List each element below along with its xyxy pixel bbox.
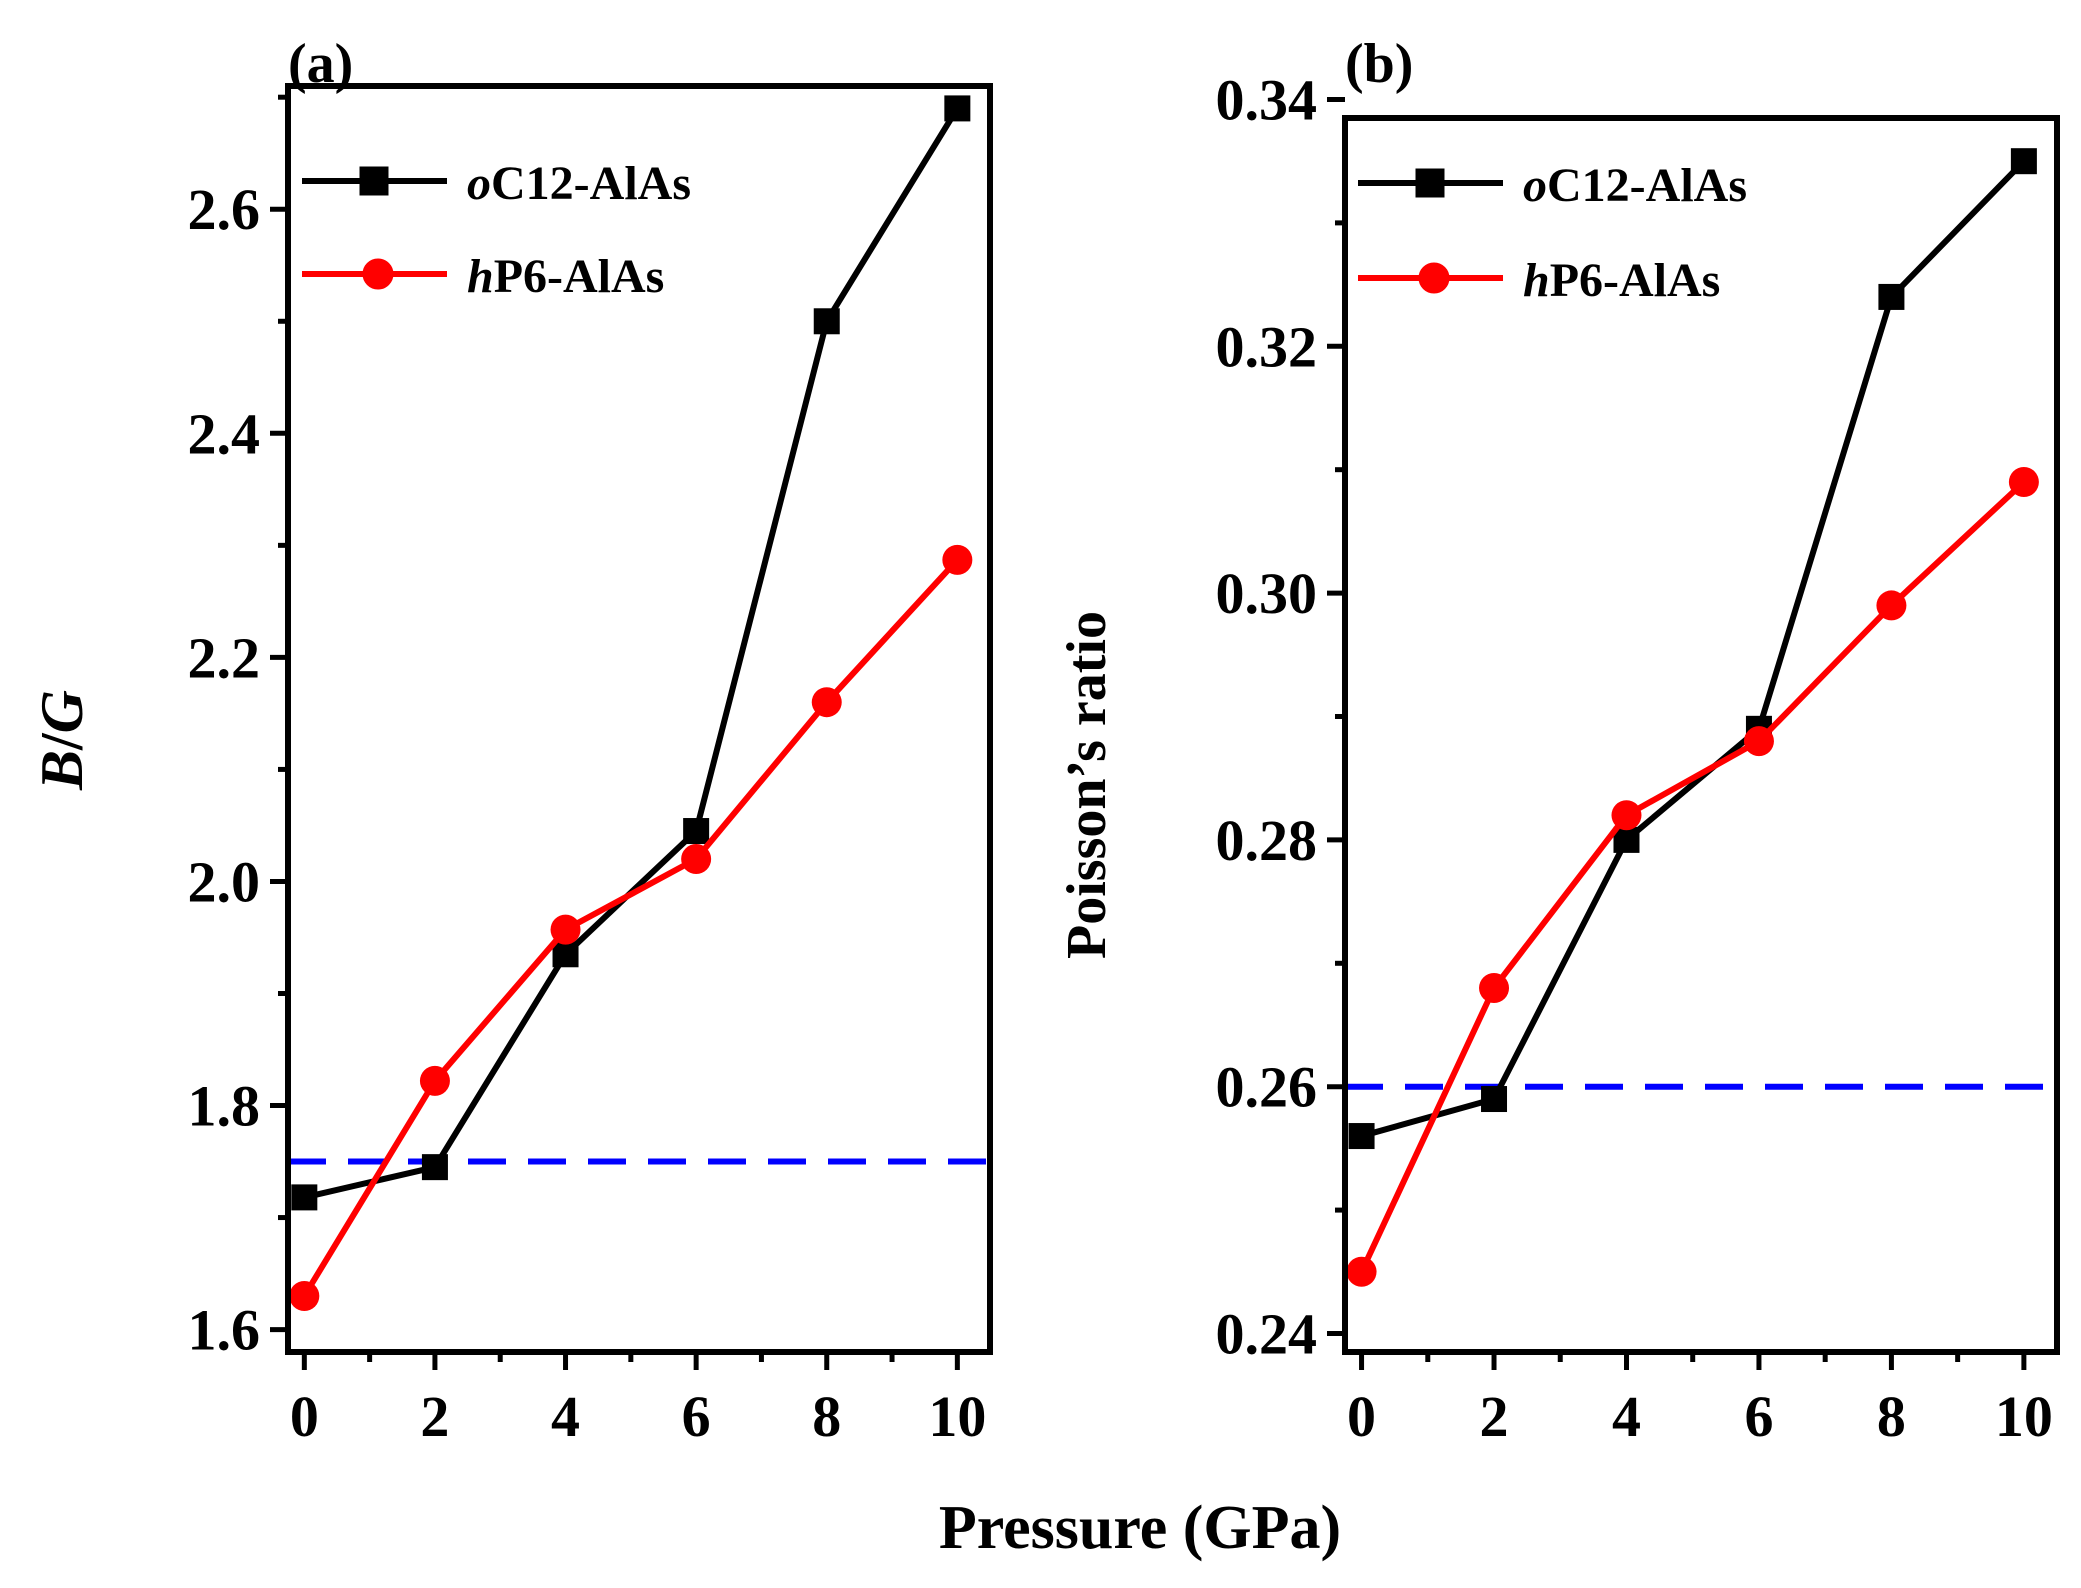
legend-marker-square <box>359 166 389 196</box>
data-point-circle <box>419 1065 450 1096</box>
x-tick-label: 4 <box>1612 1384 1641 1449</box>
x-tick-label: 0 <box>1347 1384 1376 1449</box>
legend-label-oC12: oC12-AlAs <box>467 157 691 210</box>
legend-marker-circle <box>1418 262 1450 294</box>
x-tick-label: 6 <box>1744 1384 1773 1449</box>
data-point-square <box>421 1154 448 1181</box>
y-tick-label: 2.0 <box>188 849 261 914</box>
series-line-oC12 <box>1360 159 2027 1139</box>
y-tick-label: 2.2 <box>188 625 261 690</box>
y-tick-label: 0.32 <box>1216 314 1318 379</box>
data-point-circle <box>1346 1256 1377 1287</box>
data-point-square <box>2010 148 2037 175</box>
data-point-circle <box>811 687 842 718</box>
legend-label-hP6: hP6-AlAs <box>467 250 664 303</box>
data-point-circle <box>1876 590 1907 621</box>
y-tick-label: 2.6 <box>188 177 261 242</box>
x-tick-label: 6 <box>682 1384 711 1449</box>
data-point-circle <box>681 844 712 875</box>
series-layer <box>289 95 973 1311</box>
y-tick-label: 1.8 <box>188 1074 261 1139</box>
data-point-square <box>1878 283 1905 310</box>
plot-frame <box>1342 115 2060 1355</box>
legend-label-hP6: hP6-AlAs <box>1523 254 1720 307</box>
x-tick-label: 0 <box>290 1384 319 1449</box>
y-tick-label: 1.6 <box>188 1298 261 1363</box>
x-tick-label: 10 <box>1995 1384 2053 1449</box>
y-tick-label: 2.4 <box>188 401 261 466</box>
legend-label-oC12: oC12-AlAs <box>1523 159 1747 212</box>
plot-frame <box>285 83 993 1355</box>
x-tick-label: 2 <box>1480 1384 1509 1449</box>
data-point-square <box>1348 1123 1375 1150</box>
y-axis-label: Poisson’s ratio <box>1056 611 1118 959</box>
y-tick-label: 0.24 <box>1216 1301 1318 1366</box>
y-tick-label: 0.26 <box>1216 1055 1318 1120</box>
panel-label: (b) <box>1345 33 1413 95</box>
legend-marker-circle <box>362 258 394 290</box>
x-tick-label: 8 <box>812 1384 841 1449</box>
data-point-circle <box>1743 726 1774 757</box>
data-point-circle <box>1479 972 1510 1003</box>
x-tick-label: 4 <box>551 1384 580 1449</box>
y-tick-label: 0.34 <box>1216 67 1318 132</box>
panel-b: (b) 0.24 0.26 0.28 0.30 0.32 0.34 0 2 4 6 8 10 oC1… <box>1056 33 2060 1449</box>
data-point-square <box>813 308 840 335</box>
data-point-square <box>1481 1086 1508 1113</box>
data-point-square <box>552 941 579 968</box>
y-tick-labels: 0.24 0.26 0.28 0.30 0.32 0.34 <box>1216 67 1318 1366</box>
legend: oC12-AlAs hP6-AlAs <box>302 157 691 303</box>
data-point-square <box>683 818 710 845</box>
x-tick-label: 8 <box>1877 1384 1906 1449</box>
data-point-square <box>944 95 971 122</box>
series-line-hP6 <box>1358 479 2026 1274</box>
x-axis-label: Pressure (GPa) <box>939 1494 1341 1562</box>
series-line-hP6 <box>301 557 960 1298</box>
y-tick-label: 0.28 <box>1216 808 1318 873</box>
data-point-circle <box>289 1280 320 1311</box>
data-point-circle <box>942 544 973 575</box>
x-tick-labels: 0 2 4 6 8 10 <box>290 1384 987 1449</box>
x-tick-label: 10 <box>928 1384 986 1449</box>
y-tick-label: 0.30 <box>1216 561 1318 626</box>
data-point-circle <box>1611 800 1642 831</box>
legend: oC12-AlAs hP6-AlAs <box>1358 159 1747 307</box>
x-tick-labels: 0 2 4 6 8 10 <box>1347 1384 2053 1449</box>
y-axis-label: B/G <box>29 690 95 791</box>
legend-marker-square <box>1415 168 1445 198</box>
data-point-circle <box>550 914 581 945</box>
data-point-square <box>291 1184 318 1211</box>
series-layer <box>1346 148 2039 1287</box>
panel-a: (a) 1.61.82.02.22.42.6 0 2 4 6 8 10 oC12-AlAs… <box>29 33 993 1449</box>
y-tick-labels: 1.6 1.8 2.0 2.2 2.4 2.6 <box>188 177 261 1362</box>
x-tick-label: 2 <box>420 1384 449 1449</box>
data-point-circle <box>2008 467 2039 498</box>
